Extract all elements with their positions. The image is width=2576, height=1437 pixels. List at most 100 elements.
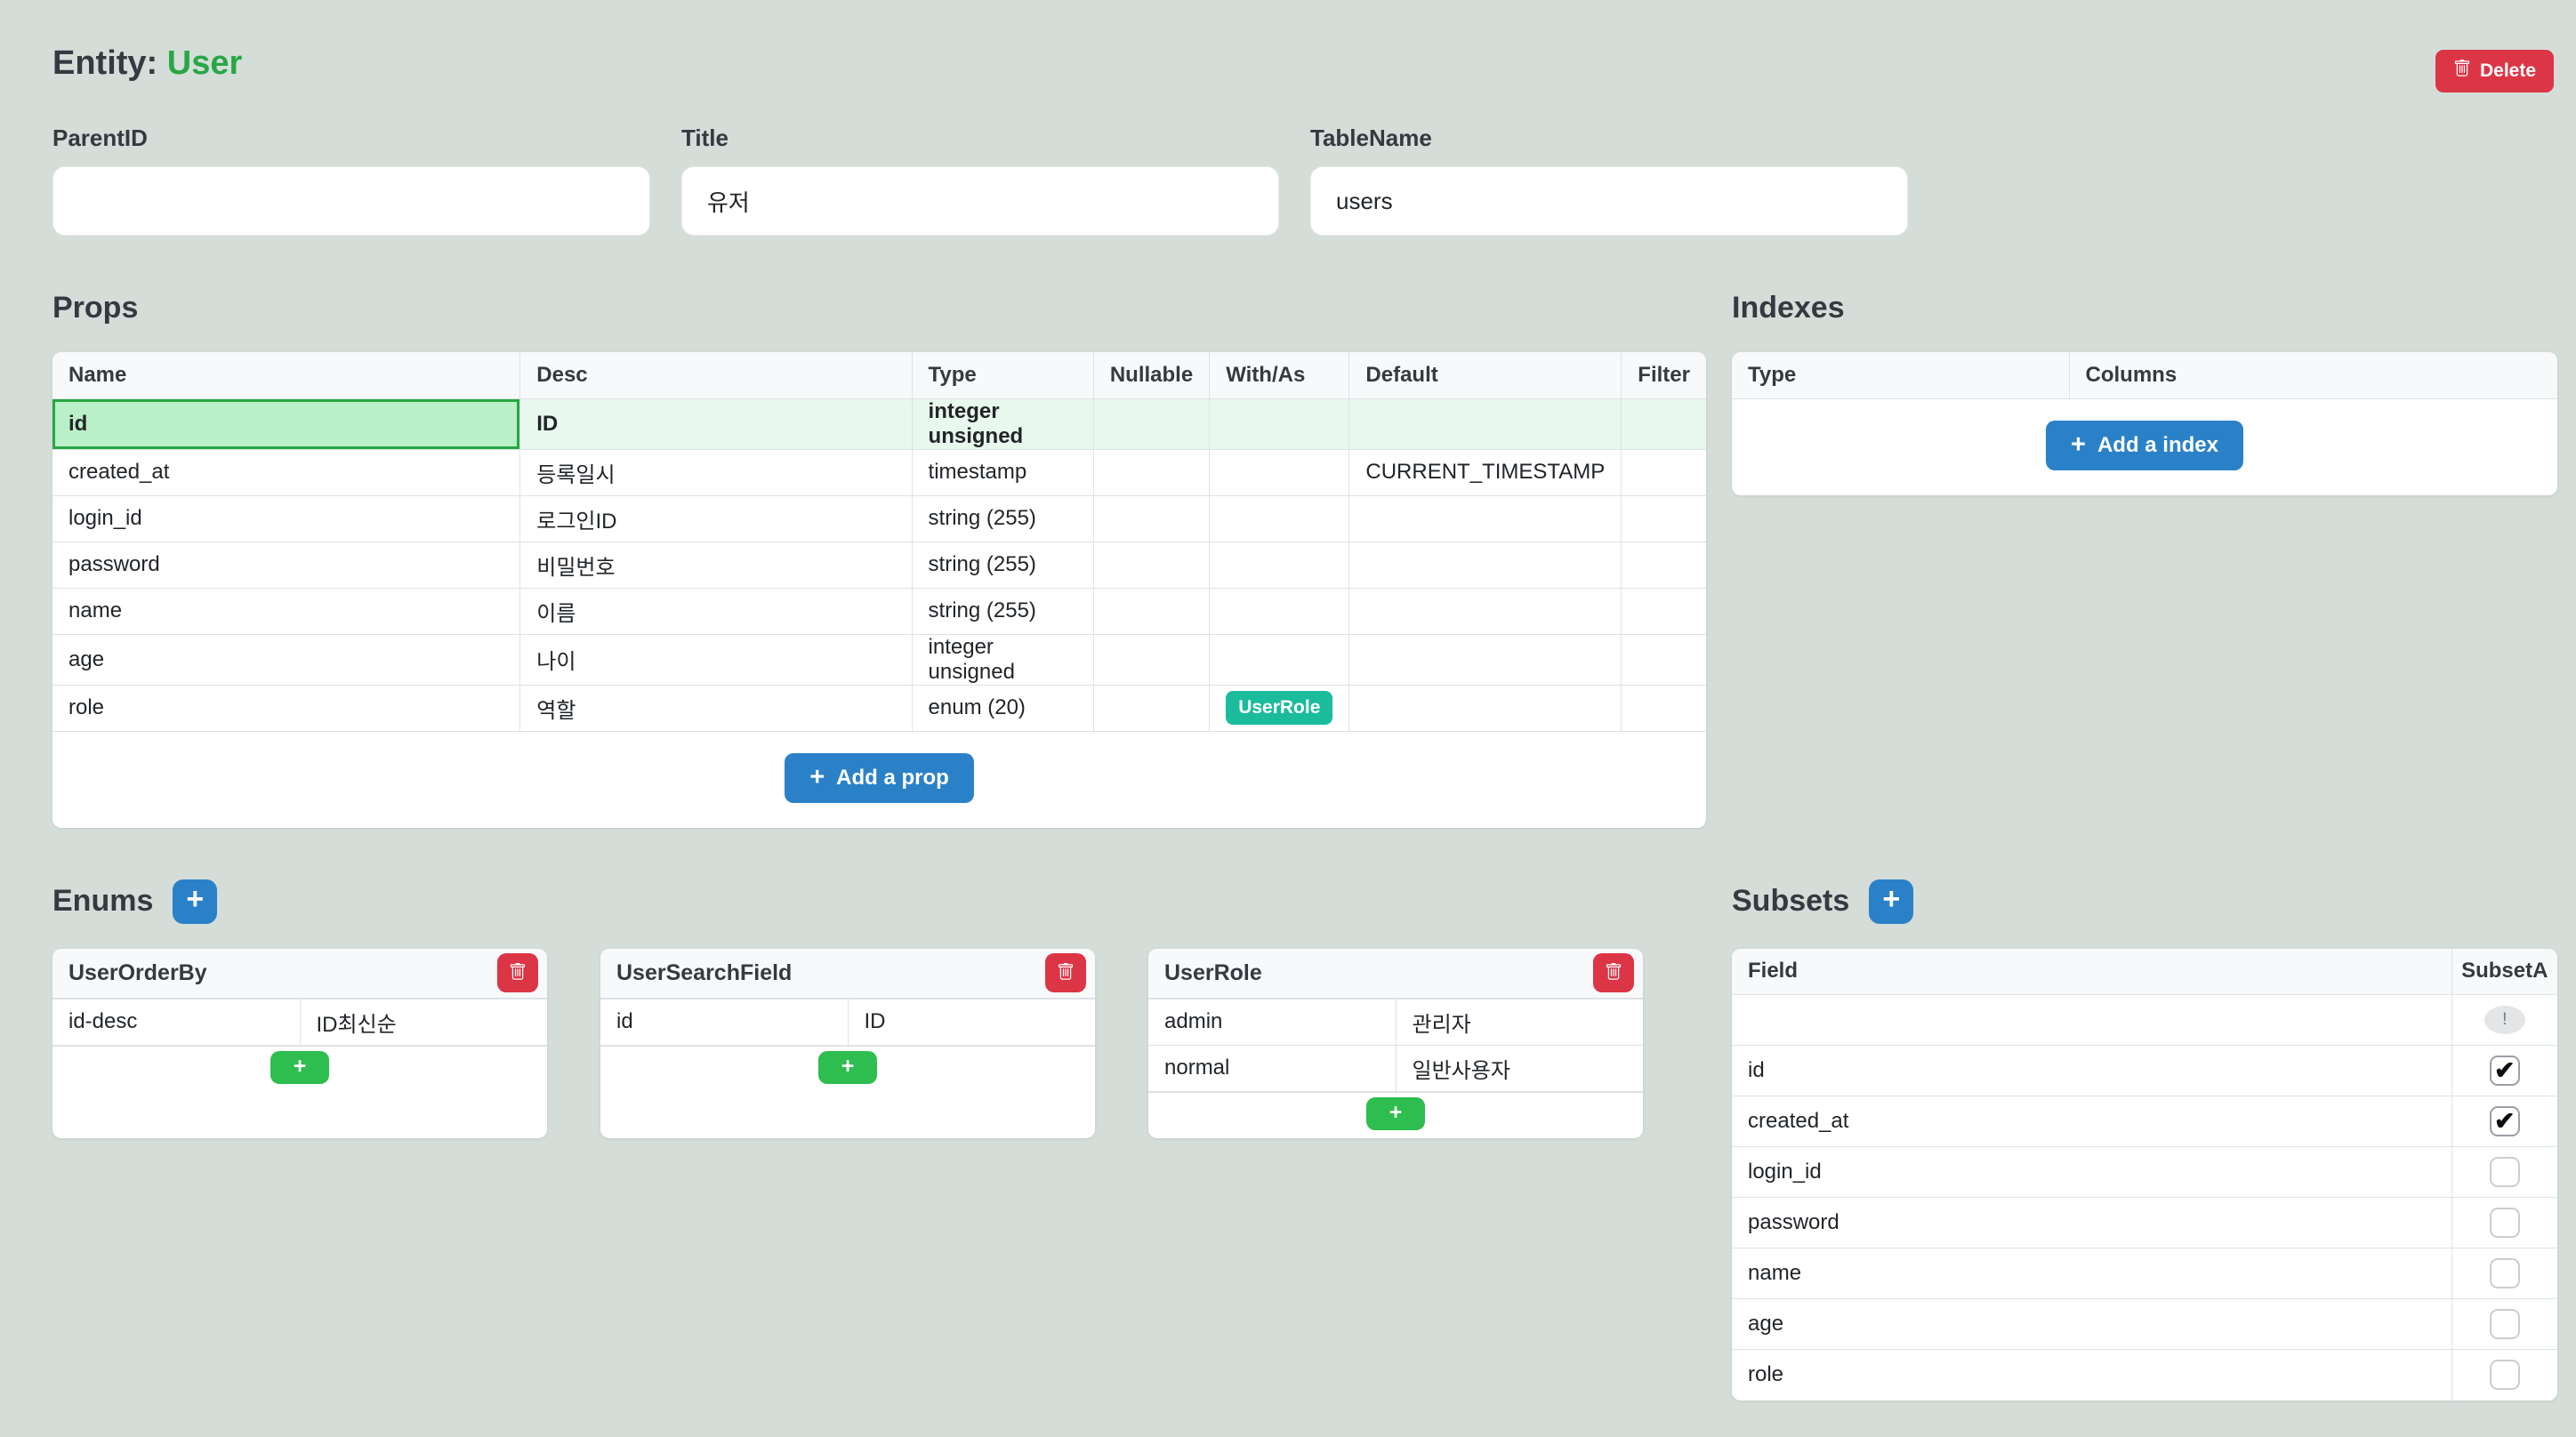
prop-desc-cell[interactable]: 로그인ID — [519, 494, 913, 542]
enum-values-table: id-desc ID최신순 — [52, 998, 547, 1046]
prop-with_as-cell[interactable] — [1209, 494, 1350, 542]
prop-type-cell[interactable]: string (255) — [911, 541, 1094, 589]
prop-default-cell[interactable]: CURRENT_TIMESTAMP — [1348, 448, 1622, 496]
prop-desc-cell[interactable]: 등록일시 — [519, 448, 913, 496]
form-field-tablename: TableName — [1310, 124, 1908, 236]
prop-desc-cell[interactable]: 역할 — [519, 684, 913, 732]
prop-name-cell[interactable]: created_at — [52, 448, 521, 496]
enum-label-cell[interactable]: ID — [847, 998, 1095, 1046]
prop-filter-cell[interactable] — [1621, 448, 1706, 496]
subsets-col-subseta[interactable]: SubsetA — [2451, 948, 2557, 995]
delete-enum-button[interactable] — [1045, 953, 1086, 992]
enum-badge[interactable]: UserRole — [1226, 691, 1333, 725]
add-enum-value-button[interactable]: + — [270, 1050, 329, 1084]
prop-nullable-cell[interactable] — [1092, 494, 1211, 542]
table-row: created_at ✔ — [1732, 1096, 2557, 1147]
enum-label-cell[interactable]: 일반사용자 — [1395, 1044, 1643, 1092]
prop-with_as-cell[interactable] — [1209, 541, 1350, 589]
prop-name-cell[interactable]: name — [52, 587, 521, 635]
prop-with_as-cell[interactable] — [1209, 397, 1350, 450]
prop-type-cell[interactable]: integer unsigned — [911, 397, 1094, 450]
prop-with_as-cell[interactable]: UserRole — [1209, 684, 1350, 732]
prop-default-cell[interactable] — [1348, 587, 1622, 635]
subset-checkbox[interactable] — [2489, 1360, 2520, 1391]
delete-entity-button[interactable]: Delete — [2435, 50, 2554, 92]
main-grid: Props Name Desc Type Nullable With/As Default… — [52, 291, 2557, 1401]
prop-filter-cell[interactable] — [1621, 397, 1706, 450]
prop-desc-cell[interactable]: 나이 — [519, 633, 913, 686]
prop-filter-cell[interactable] — [1621, 587, 1706, 635]
prop-with_as-cell[interactable] — [1209, 633, 1350, 686]
enum-values-table: id ID — [600, 998, 1095, 1046]
prop-type-cell[interactable]: timestamp — [911, 448, 1094, 496]
delete-enum-button[interactable] — [497, 953, 538, 992]
plus-icon: + — [1882, 882, 1901, 916]
prop-type-cell[interactable]: enum (20) — [911, 684, 1094, 732]
enum-card-header: UserOrderBy — [52, 948, 547, 999]
props-col-desc: Desc — [519, 352, 913, 399]
add-prop-button[interactable]: + Add a prop — [785, 752, 974, 803]
prop-desc-cell[interactable]: 비밀번호 — [519, 541, 913, 589]
prop-name-cell[interactable]: role — [52, 684, 521, 732]
subset-checkbox[interactable] — [2489, 1208, 2520, 1238]
subset-field-cell: age — [1732, 1298, 2452, 1350]
prop-default-cell[interactable] — [1348, 684, 1622, 732]
subsets-col-field: Field — [1732, 948, 2452, 995]
enum-value-cell[interactable]: id-desc — [52, 998, 301, 1046]
tablename-input[interactable] — [1310, 166, 1908, 236]
prop-filter-cell[interactable] — [1621, 684, 1706, 732]
prop-filter-cell[interactable] — [1621, 541, 1706, 589]
prop-nullable-cell[interactable] — [1092, 397, 1211, 450]
add-enum-button[interactable]: + — [173, 879, 218, 924]
entity-name: User — [166, 44, 243, 82]
prop-with_as-cell[interactable] — [1209, 448, 1350, 496]
subset-field-cell: name — [1732, 1248, 2452, 1299]
subset-control-cell — [2451, 1146, 2557, 1198]
prop-default-cell[interactable] — [1348, 494, 1622, 542]
subset-checkbox[interactable] — [2489, 1309, 2520, 1339]
add-enum-value-button[interactable]: + — [1366, 1096, 1425, 1130]
prop-nullable-cell[interactable] — [1092, 541, 1211, 589]
indexes-col-columns: Columns — [2068, 352, 2557, 399]
add-index-label: Add a index — [2097, 432, 2218, 457]
enum-value-cell[interactable]: normal — [1148, 1044, 1397, 1092]
page-title-prefix: Entity: — [52, 44, 158, 82]
enum-card-footer: + — [1148, 1091, 1643, 1138]
add-subset-button[interactable]: + — [1869, 879, 1914, 924]
delete-enum-button[interactable] — [1593, 953, 1634, 992]
prop-default-cell[interactable] — [1348, 541, 1622, 589]
subset-checkbox[interactable]: ✔ — [2489, 1106, 2520, 1136]
prop-desc-cell[interactable]: ID — [519, 397, 913, 450]
prop-type-cell[interactable]: integer unsigned — [911, 633, 1094, 686]
enum-value-cell[interactable]: admin — [1148, 998, 1397, 1046]
subsets-section: Subsets + Field SubsetA ! id ✔ created_at ✔ l… — [1732, 879, 2557, 1401]
prop-desc-cell[interactable]: 이름 — [519, 587, 913, 635]
prop-name-cell[interactable]: password — [52, 541, 521, 589]
prop-type-cell[interactable]: string (255) — [911, 494, 1094, 542]
prop-name-cell[interactable]: id — [52, 397, 521, 450]
parentid-input[interactable] — [52, 166, 650, 236]
prop-filter-cell[interactable] — [1621, 633, 1706, 686]
title-input[interactable] — [681, 166, 1279, 236]
prop-with_as-cell[interactable] — [1209, 587, 1350, 635]
prop-type-cell[interactable]: string (255) — [911, 587, 1094, 635]
subset-checkbox[interactable] — [2489, 1157, 2520, 1187]
prop-filter-cell[interactable] — [1621, 494, 1706, 542]
trash-icon — [1057, 962, 1075, 984]
prop-default-cell[interactable] — [1348, 633, 1622, 686]
prop-nullable-cell[interactable] — [1092, 587, 1211, 635]
subset-warning-pill[interactable]: ! — [2483, 1006, 2525, 1034]
prop-name-cell[interactable]: login_id — [52, 494, 521, 542]
prop-nullable-cell[interactable] — [1092, 448, 1211, 496]
subset-checkbox[interactable]: ✔ — [2489, 1056, 2520, 1086]
prop-default-cell[interactable] — [1348, 397, 1622, 450]
add-index-button[interactable]: + Add a index — [2046, 420, 2243, 470]
subset-checkbox[interactable] — [2489, 1258, 2520, 1288]
enum-label-cell[interactable]: 관리자 — [1395, 998, 1643, 1046]
prop-nullable-cell[interactable] — [1092, 684, 1211, 732]
add-enum-value-button[interactable]: + — [818, 1050, 877, 1084]
prop-nullable-cell[interactable] — [1092, 633, 1211, 686]
enum-value-cell[interactable]: id — [600, 998, 849, 1046]
enum-label-cell[interactable]: ID최신순 — [299, 998, 547, 1046]
prop-name-cell[interactable]: age — [52, 633, 521, 686]
